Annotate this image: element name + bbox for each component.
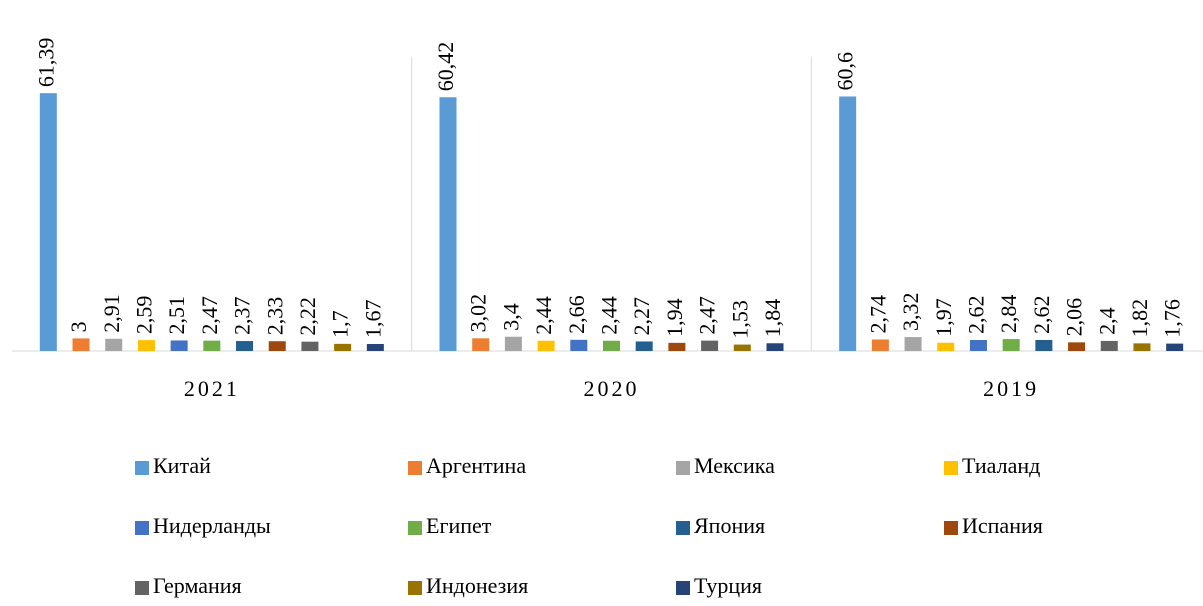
data-label: 3,32 — [898, 293, 923, 332]
data-label: 1,7 — [328, 310, 353, 338]
bar — [904, 337, 922, 351]
bar — [268, 341, 286, 351]
bar — [39, 93, 57, 352]
bar — [871, 339, 889, 351]
bar — [969, 339, 987, 351]
data-label: 1,67 — [360, 299, 385, 338]
legend-swatch — [135, 521, 149, 535]
x-tick-label: 2019 — [983, 376, 1039, 401]
bar — [203, 340, 221, 351]
data-label: 60,6 — [833, 52, 858, 91]
bar — [1035, 339, 1053, 351]
data-label: 2,47 — [197, 296, 222, 335]
bar — [1100, 340, 1118, 351]
data-label: 1,84 — [760, 299, 785, 338]
data-label: 61,39 — [33, 38, 58, 87]
data-label: 2,66 — [564, 295, 589, 334]
data-label: 60,42 — [433, 42, 458, 92]
bar — [137, 340, 155, 351]
legend-label: Япония — [694, 513, 765, 538]
bar — [504, 336, 522, 351]
data-label: 2,47 — [695, 296, 720, 335]
data-label: 1,94 — [662, 298, 687, 337]
legend-swatch — [408, 521, 422, 535]
bar — [668, 342, 686, 351]
legend-label: Тиаланд — [962, 453, 1040, 478]
data-label: 2,62 — [964, 295, 989, 334]
data-label: 2,59 — [131, 296, 156, 335]
legend-swatch — [135, 461, 149, 475]
bar — [602, 340, 621, 351]
legend-swatch — [944, 461, 958, 475]
data-label: 2,06 — [1062, 298, 1087, 337]
legend-swatch — [135, 581, 149, 595]
legend-label: Мексика — [694, 453, 775, 478]
data-label: 2,74 — [865, 295, 890, 334]
legend-label: Германия — [153, 573, 242, 598]
bar — [1002, 339, 1020, 351]
bar — [1068, 342, 1086, 351]
data-label: 1,97 — [931, 298, 956, 337]
data-label: 2,33 — [262, 297, 287, 336]
bar — [570, 339, 588, 351]
data-label: 1,53 — [727, 300, 752, 339]
data-label: 3 — [66, 321, 91, 332]
bar — [236, 341, 254, 351]
bar — [537, 340, 555, 351]
legend-swatch — [676, 521, 690, 535]
legend-swatch — [676, 461, 690, 475]
data-label: 2,44 — [597, 296, 622, 335]
data-label: 2,4 — [1094, 307, 1119, 335]
legend-swatch — [944, 521, 958, 535]
bar — [1133, 343, 1151, 351]
bar — [635, 341, 653, 351]
bar — [334, 343, 352, 351]
legend-label: Турция — [694, 573, 762, 598]
legend-swatch — [676, 581, 690, 595]
legend-label: Испания — [962, 513, 1043, 538]
x-tick-label: 2020 — [584, 376, 640, 401]
data-label: 2,22 — [295, 297, 320, 336]
data-label: 2,62 — [1029, 295, 1054, 334]
bar — [1166, 343, 1184, 351]
bar — [937, 342, 955, 351]
data-label: 1,76 — [1160, 299, 1185, 338]
bar — [301, 341, 319, 351]
data-label: 2,27 — [629, 297, 654, 336]
data-label: 2,44 — [531, 296, 556, 335]
bar — [701, 340, 719, 351]
data-label: 3,02 — [466, 294, 491, 333]
data-label: 2,51 — [164, 296, 189, 335]
bar — [766, 343, 784, 351]
bar — [105, 338, 123, 351]
legend-label: Нидерланды — [153, 513, 271, 538]
bar — [170, 340, 188, 351]
data-label: 2,37 — [230, 297, 255, 335]
legend-label: Индонезия — [426, 573, 528, 598]
bar — [439, 97, 457, 352]
bar — [72, 338, 90, 351]
legend-label: Китай — [153, 453, 211, 478]
bar — [472, 338, 490, 351]
legend-swatch — [408, 581, 422, 595]
legend-label: Египет — [426, 513, 492, 538]
legend-label: Аргентина — [426, 453, 526, 478]
bar — [839, 96, 857, 351]
bar — [366, 343, 384, 351]
data-label: 3,4 — [498, 303, 523, 331]
legend-swatch — [408, 461, 422, 475]
bar — [733, 344, 751, 351]
x-tick-label: 2021 — [184, 376, 240, 401]
data-label: 2,84 — [996, 295, 1021, 334]
data-label: 2,91 — [99, 294, 124, 333]
data-label: 1,82 — [1127, 299, 1152, 338]
